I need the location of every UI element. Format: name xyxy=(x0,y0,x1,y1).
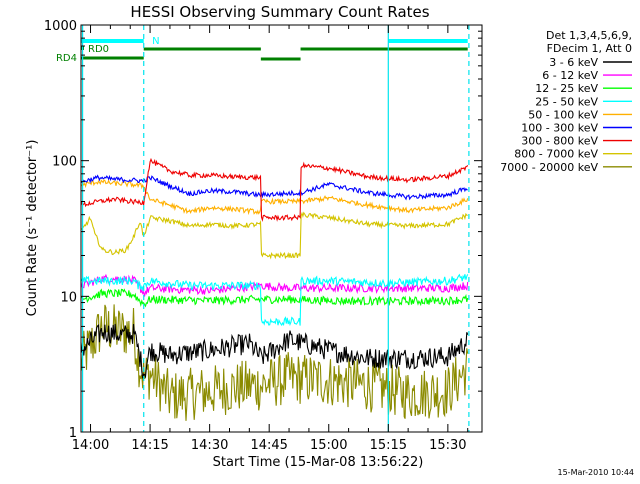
x-axis-label: Start Time (15-Mar-08 13:56:22) xyxy=(213,455,424,470)
x-tick-label-4: 15:00 xyxy=(310,438,347,453)
plot-frame xyxy=(80,24,483,433)
state-bar-rd4-label: RD4 xyxy=(56,53,77,64)
state-bars: N RD0 RD4 xyxy=(56,36,468,64)
legend-header-line-2: FDecim 1, Att 0 xyxy=(547,42,632,55)
data-layer xyxy=(80,157,469,421)
legend-label-2: 12 - 25 keV xyxy=(535,82,598,95)
series-line-6 xyxy=(80,157,469,223)
series-line-3 xyxy=(80,273,469,327)
x-tick-label-0: 14:00 xyxy=(72,438,109,453)
legend-label-4: 50 - 100 keV xyxy=(528,108,598,121)
legend-label-0: 3 - 6 keV xyxy=(549,56,598,69)
x-tick-label-3: 14:45 xyxy=(250,438,287,453)
y-tick-label-1: 10 xyxy=(60,290,77,305)
legend-label-8: 7000 - 20000 keV xyxy=(500,161,598,174)
y-tick-label-2: 100 xyxy=(52,155,77,170)
footer-timestamp: 15-Mar-2010 10:44 xyxy=(558,468,635,477)
series-line-1 xyxy=(80,273,469,297)
vertical-markers xyxy=(81,25,470,432)
x-tick-label-1: 14:15 xyxy=(131,438,168,453)
series-line-5 xyxy=(80,174,468,201)
legend-label-6: 300 - 800 keV xyxy=(521,135,598,148)
y-tick-label-3: 1000 xyxy=(44,19,77,34)
legend-label-7: 800 - 7000 keV xyxy=(514,148,598,161)
x-tick-label-6: 15:30 xyxy=(429,438,466,453)
series-line-2 xyxy=(80,288,469,308)
axes: 14:00 14:15 14:30 14:45 15:00 15:15 15:30 1 10 10… xyxy=(44,19,482,453)
y-tick-label-0: 1 xyxy=(69,426,77,441)
legend: Det 1,3,4,5,6,9,FDecim 1, Att 03 - 6 keV… xyxy=(500,29,632,174)
x-tick-label-2: 14:30 xyxy=(191,438,228,453)
legend-label-1: 6 - 12 keV xyxy=(542,69,598,82)
state-bar-n-label: N xyxy=(152,36,159,47)
series-line-0 xyxy=(80,323,469,379)
legend-header-line-1: Det 1,3,4,5,6,9, xyxy=(546,29,632,42)
legend-label-5: 100 - 300 keV xyxy=(521,122,598,135)
series-line-7 xyxy=(80,211,468,260)
x-tick-label-5: 15:15 xyxy=(370,438,407,453)
legend-label-3: 25 - 50 keV xyxy=(535,95,598,108)
chart-title: HESSI Observing Summary Count Rates xyxy=(130,3,429,21)
state-bar-rd0-label: RD0 xyxy=(88,44,109,55)
y-axis-label: Count Rate (s⁻¹ detector⁻¹) xyxy=(25,140,40,317)
